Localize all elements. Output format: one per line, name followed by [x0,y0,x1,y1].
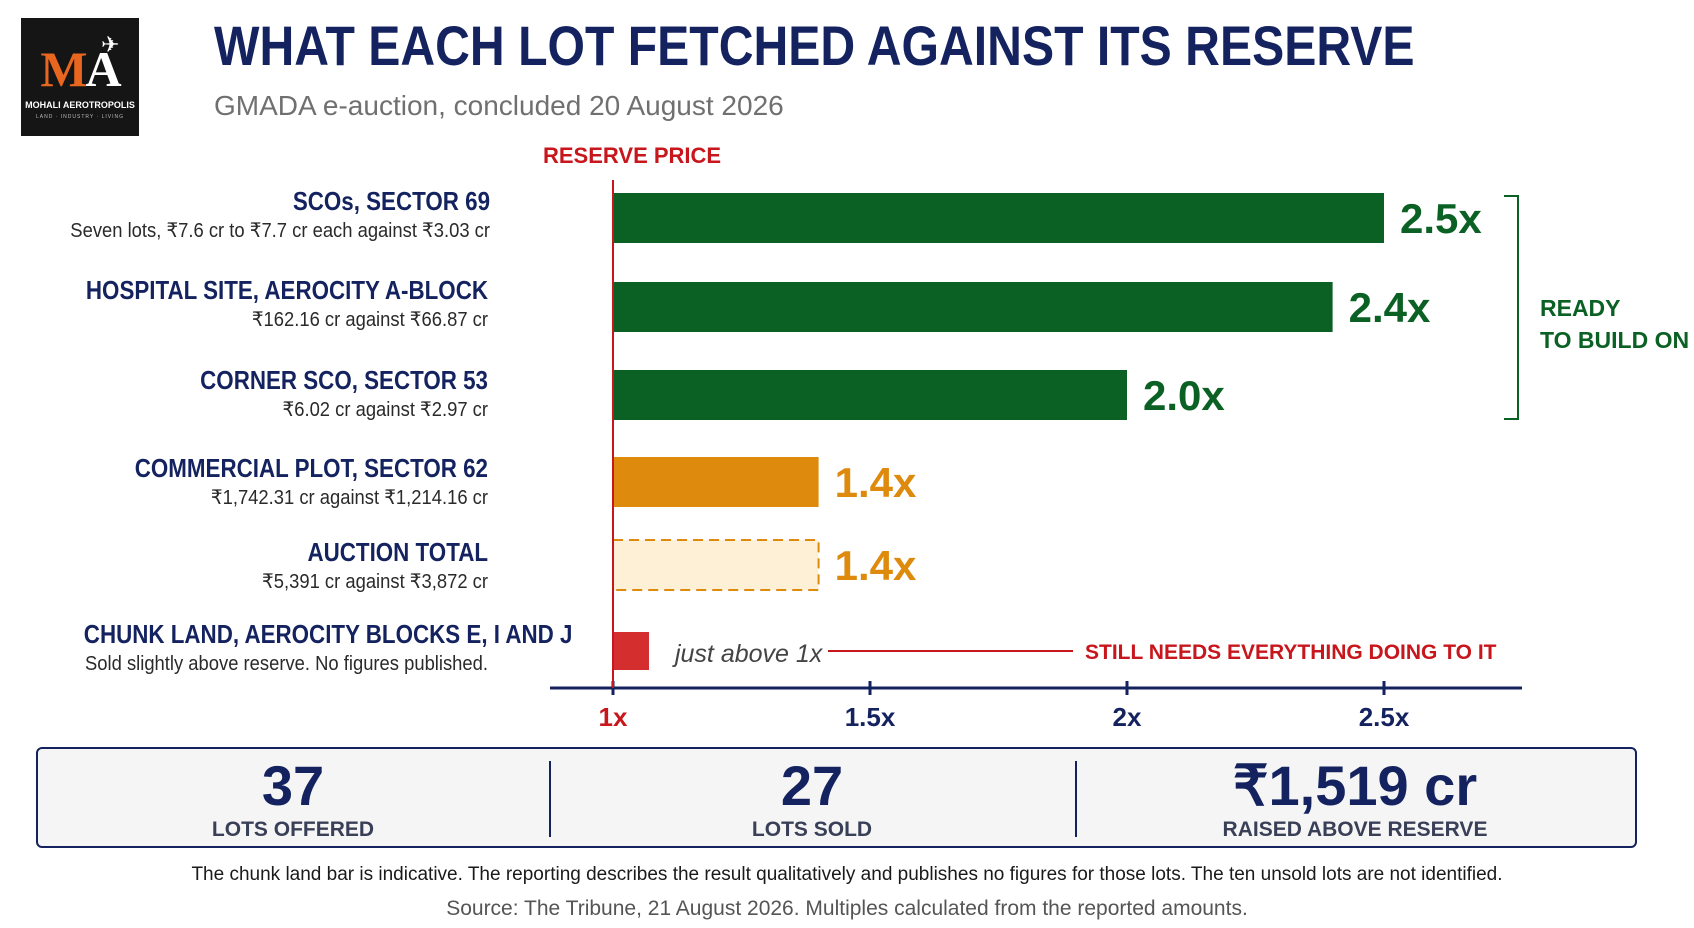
row-label-title: COMMERCIAL PLOT, SECTOR 62 [134,453,488,483]
row-label-title: CORNER SCO, SECTOR 53 [200,365,488,395]
bar-value-label: just above 1x [672,640,824,668]
stats-panel: 37 LOTS OFFERED 27 LOTS SOLD ₹1,519 cr R… [36,747,1637,848]
source-note: Source: The Tribune, 21 August 2026. Mul… [446,897,1248,920]
x-tick-label: 1x [599,702,628,732]
bar [613,193,1384,243]
row-label-title: SCOs, SECTOR 69 [292,186,490,216]
logo-name: MOHALI AEROTROPOLIS [25,100,135,110]
bar-value-label: 2.4x [1349,284,1431,331]
chart: 1x 1.5x 2x 2.5x 2.5x 2.4x 2.0x 1.4x 1.4x just abo… [543,143,1689,732]
reserve-price-label: RESERVE PRICE [543,143,721,168]
x-tick-label: 2.5x [1359,702,1410,732]
airplane-icon: ✈ [101,32,120,57]
row-label: SCOs, SECTOR 69 Seven lots, ₹7.6 cr to ₹7… [20,185,490,245]
stat-value: 27 [780,754,844,817]
callout-label: STILL NEEDS EVERYTHING DOING TO IT [1085,641,1497,664]
stat-lots-sold: 27 LOTS SOLD [551,749,1073,846]
stat-raised-above-reserve: ₹1,519 cr RAISED ABOVE RESERVE [1077,749,1633,846]
x-tick-label: 1.5x [845,702,896,732]
stat-label: RAISED ABOVE RESERVE [1222,818,1488,841]
logo-tagline: LAND · INDUSTRY · LIVING [36,114,124,120]
logo-mark: MA [40,41,121,97]
bracket-label: READY [1540,295,1621,321]
stat-divider [549,761,551,837]
row-label-subtitle: ₹5,391 cr against ₹3,872 cr [262,571,488,593]
row-label-subtitle: ₹6.02 cr against ₹2.97 cr [282,399,488,421]
row-label-subtitle: Seven lots, ₹7.6 cr to ₹7.7 cr each agai… [70,220,491,242]
stat-value: 37 [261,754,325,817]
bar-value-label: 1.4x [835,459,917,506]
stat-label: LOTS SOLD [751,818,873,841]
bar-value-label: 1.4x [835,542,917,589]
ready-bracket [1504,195,1519,420]
bar [613,632,649,670]
bracket-label: TO BUILD ON [1540,327,1689,353]
row-label-subtitle: ₹1,742.31 cr against ₹1,214.16 cr [210,487,488,509]
logo: ✈ MA MOHALI AEROTROPOLIS LAND · INDUSTRY… [21,18,139,136]
bar-value-label: 2.0x [1143,372,1225,419]
row-label: AUCTION TOTAL ₹5,391 cr against ₹3,872 cr [18,536,488,596]
row-label-title: AUCTION TOTAL [307,537,488,567]
stat-lots-offered: 37 LOTS OFFERED [38,749,548,846]
bar [612,539,820,591]
stat-divider [1075,761,1077,837]
x-tick-label: 2x [1113,702,1142,732]
bar-value-label: 2.5x [1400,195,1482,242]
stat-label: LOTS OFFERED [211,818,375,841]
chart-title: WHAT EACH LOT FETCHED AGAINST ITS RESERV… [214,14,1415,77]
bar [613,370,1127,420]
row-label: CORNER SCO, SECTOR 53 ₹6.02 cr against ₹2… [18,364,488,424]
bar [613,457,819,507]
chart-subtitle: GMADA e-auction, concluded 20 August 202… [214,90,784,121]
row-label-title: HOSPITAL SITE, AEROCITY A-BLOCK [85,275,489,305]
footnote: The chunk land bar is indicative. The re… [191,864,1503,885]
row-label: HOSPITAL SITE, AEROCITY A-BLOCK ₹162.16 c… [18,274,488,334]
stat-value: ₹1,519 cr [1232,754,1478,817]
row-label-subtitle: ₹162.16 cr against ₹66.87 cr [251,309,488,331]
bar [613,282,1333,332]
row-label-subtitle: Sold slightly above reserve. No figures … [85,653,488,675]
row-label: COMMERCIAL PLOT, SECTOR 62 ₹1,742.31 cr a… [18,452,488,512]
